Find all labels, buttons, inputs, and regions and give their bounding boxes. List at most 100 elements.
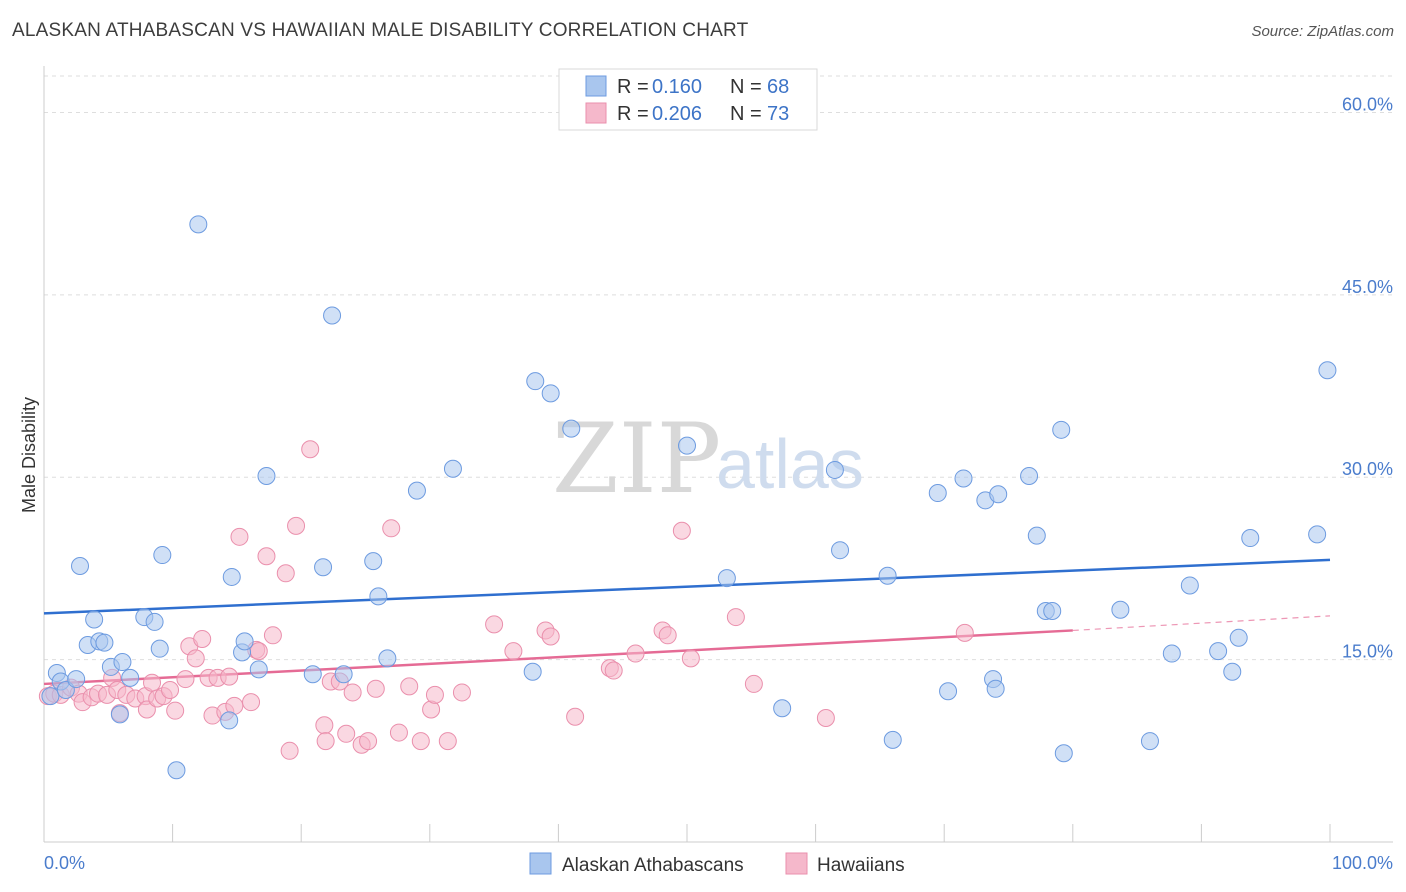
pink-point-51 — [389, 723, 408, 742]
pink-point-24 — [193, 629, 212, 648]
legend-r-value-pink: 0.206 — [652, 103, 702, 125]
blue-point-27 — [314, 558, 333, 577]
alaskan-athabascans-points — [41, 215, 1337, 780]
pink-point-53 — [411, 732, 430, 751]
blue-point-21 — [222, 567, 241, 586]
pink-point-20 — [166, 701, 185, 720]
x-tick-label-right: 100.0% — [1332, 853, 1393, 873]
blue-point-15 — [145, 612, 164, 631]
pink-point-61 — [541, 627, 560, 646]
blue-point-57 — [1052, 420, 1071, 439]
blue-point-36 — [526, 372, 545, 391]
blue-trend-line — [43, 558, 1331, 615]
pink-point-59 — [504, 642, 523, 661]
pink-point-36 — [263, 626, 282, 645]
blue-point-59 — [1111, 600, 1130, 619]
grid-lines — [44, 75, 1393, 661]
pink-point-65 — [626, 644, 645, 663]
blue-point-44 — [878, 566, 897, 585]
blue-point-52 — [989, 485, 1008, 504]
pink-point-64 — [604, 661, 623, 680]
pink-point-57 — [452, 683, 471, 702]
blue-point-26 — [303, 665, 322, 684]
pink-point-37 — [276, 564, 295, 583]
pink-point-40 — [301, 440, 320, 459]
blue-point-35 — [523, 662, 542, 681]
blue-point-33 — [407, 481, 426, 500]
pink-point-38 — [280, 741, 299, 760]
blue-point-60 — [1140, 732, 1159, 751]
blue-point-48 — [954, 469, 973, 488]
legend-swatch-blue — [585, 75, 607, 97]
y-tick-label-45: 45.0% — [1342, 277, 1393, 297]
blue-point-20 — [220, 711, 239, 730]
blue-point-56 — [1043, 601, 1062, 620]
blue-point-54 — [1027, 526, 1046, 545]
blue-point-66 — [1241, 529, 1260, 548]
source-credit: Source: ZipAtlas.com — [1251, 23, 1394, 40]
blue-point-30 — [364, 552, 383, 571]
blue-point-42 — [825, 460, 844, 479]
pink-point-23 — [186, 649, 205, 668]
blue-point-12 — [113, 653, 132, 672]
blue-point-37 — [541, 384, 560, 403]
legend-r-label-pink: R = — [617, 103, 649, 125]
pink-point-52 — [400, 677, 419, 696]
pink-point-68 — [672, 521, 691, 540]
blue-point-4 — [67, 670, 86, 689]
blue-point-5 — [71, 556, 90, 575]
pink-point-56 — [438, 732, 457, 751]
blue-point-29 — [334, 665, 353, 684]
blue-point-18 — [167, 761, 186, 780]
blue-point-7 — [85, 610, 104, 629]
blue-point-47 — [939, 682, 958, 701]
legend-r-value-blue: 0.160 — [652, 76, 702, 98]
legend-r-label-blue: R = — [617, 76, 649, 98]
x-tick-label-left: 0.0% — [44, 853, 85, 873]
watermark: ZIP atlas — [552, 403, 864, 515]
legend-n-label-pink: N = — [730, 103, 762, 125]
blue-point-24 — [249, 660, 268, 679]
blue-point-16 — [150, 639, 169, 658]
pink-point-31 — [230, 527, 249, 546]
blue-point-13 — [121, 668, 140, 687]
pink-point-39 — [287, 516, 306, 535]
pink-point-55 — [425, 685, 444, 704]
pink-point-19 — [161, 681, 180, 700]
blue-point-38 — [562, 419, 581, 438]
blue-point-19 — [189, 215, 208, 234]
blue-point-28 — [323, 306, 342, 325]
legend-swatch-pink — [585, 102, 607, 124]
pink-point-73 — [955, 623, 974, 642]
blue-point-39 — [678, 436, 696, 455]
blue-point-32 — [378, 649, 397, 668]
axes — [43, 66, 1393, 843]
pink-point-46 — [343, 683, 362, 702]
series-legend-swatch-blue — [529, 852, 552, 875]
blue-point-46 — [928, 484, 947, 503]
blue-point-3 — [56, 681, 75, 700]
pink-point-41 — [315, 716, 334, 735]
pink-point-16 — [143, 673, 162, 692]
y-tick-label-15: 15.0% — [1342, 642, 1393, 662]
blue-point-64 — [1223, 662, 1242, 681]
pink-point-35 — [257, 547, 276, 566]
y-tick-label-30: 30.0% — [1342, 459, 1393, 479]
pink-point-42 — [316, 732, 335, 751]
pink-point-72 — [816, 708, 835, 727]
blue-point-41 — [773, 699, 792, 718]
series-legend-swatch-pink — [785, 852, 808, 875]
blue-point-63 — [1209, 642, 1228, 661]
pink-point-21 — [176, 670, 195, 689]
y-tick-label-60: 60.0% — [1342, 94, 1393, 114]
pink-point-69 — [681, 649, 700, 668]
blue-point-65 — [1229, 628, 1248, 647]
blue-point-11 — [110, 705, 129, 724]
pink-point-29 — [220, 667, 239, 686]
pink-point-15 — [137, 700, 156, 719]
pink-point-62 — [566, 707, 585, 726]
blue-point-53 — [1020, 467, 1039, 486]
watermark-atlas: atlas — [716, 425, 864, 503]
pink-point-32 — [242, 693, 261, 712]
